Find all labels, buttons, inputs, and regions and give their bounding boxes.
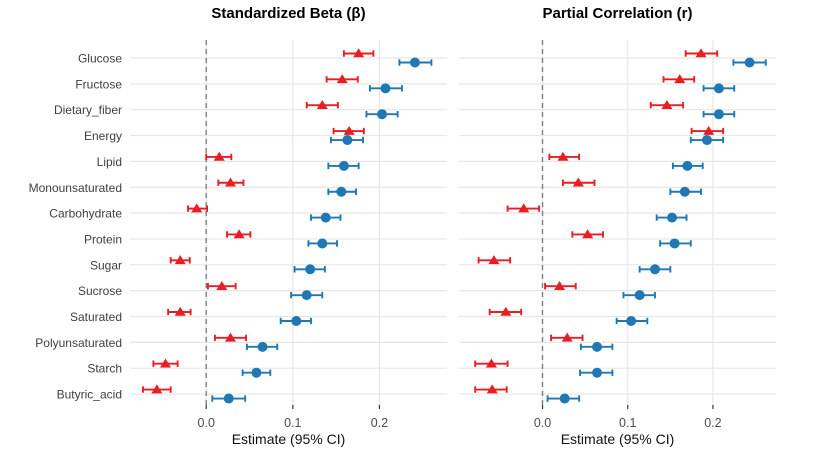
point-marker-triangle (224, 332, 236, 342)
point-marker-circle (380, 83, 391, 94)
category-label: Dietary_fiber (54, 103, 122, 117)
point-marker-triangle (151, 384, 163, 394)
point-marker-triangle (561, 332, 573, 342)
point-marker-circle (305, 264, 316, 275)
x-tick-label: 0.1 (284, 416, 301, 430)
point-marker-circle (342, 135, 353, 146)
point-marker-circle (257, 341, 268, 352)
x-tick-label: 0.0 (198, 416, 215, 430)
point-marker-circle (301, 290, 312, 301)
category-label: Starch (87, 362, 122, 376)
point-marker-triangle (518, 203, 530, 213)
point-marker-triangle (216, 280, 228, 290)
point-marker-circle (409, 57, 420, 68)
category-label: Sugar (90, 258, 122, 272)
point-marker-triangle (213, 151, 225, 161)
point-marker-circle (626, 316, 637, 326)
category-label: Glucose (78, 52, 122, 66)
point-marker-triangle (336, 74, 348, 84)
category-label: Monounsaturated (29, 181, 122, 195)
x-tick-label: 0.1 (619, 416, 636, 430)
point-marker-triangle (557, 151, 569, 161)
point-marker-triangle (174, 306, 186, 316)
category-label: Butyric_acid (57, 388, 122, 402)
point-marker-circle (744, 57, 755, 68)
panel-title-standardized-beta: Standardized Beta (β) (211, 5, 366, 22)
point-marker-triangle (582, 229, 594, 239)
point-marker-circle (223, 393, 234, 404)
x-axis-title-right: Estimate (95% CI) (560, 431, 675, 447)
category-label: Saturated (70, 310, 122, 324)
point-marker-triangle (674, 74, 686, 84)
point-marker-triangle (661, 100, 673, 109)
panel-title-partial-correlation: Partial Correlation (r) (542, 5, 693, 22)
point-marker-circle (592, 341, 603, 352)
x-axis-title-left: Estimate (95% CI) (231, 431, 346, 447)
point-marker-circle (634, 290, 645, 301)
point-marker-triangle (695, 48, 707, 58)
point-marker-circle (291, 316, 302, 326)
point-marker-circle (251, 367, 262, 378)
point-marker-triangle (353, 48, 365, 58)
point-marker-circle (377, 109, 388, 120)
point-marker-triangle (224, 177, 236, 187)
point-marker-triangle (485, 358, 497, 368)
point-marker-triangle (343, 125, 355, 135)
category-label: Lipid (97, 155, 122, 169)
x-tick-label: 0.0 (534, 416, 551, 430)
category-label: Fructose (75, 77, 122, 91)
point-marker-circle (317, 238, 328, 249)
point-marker-triangle (174, 255, 186, 265)
point-marker-circle (713, 109, 724, 120)
point-marker-triangle (554, 280, 566, 290)
point-marker-triangle (500, 306, 512, 316)
category-label: Polyunsaturated (35, 336, 122, 350)
category-label: Carbohydrate (49, 207, 122, 221)
x-tick-label: 0.2 (371, 416, 388, 430)
point-marker-circle (679, 186, 690, 197)
point-marker-circle (338, 160, 349, 171)
category-label: Energy (84, 129, 122, 143)
point-marker-circle (701, 135, 712, 146)
point-marker-triangle (233, 229, 245, 239)
point-marker-triangle (486, 384, 498, 394)
category-label: Sucrose (78, 284, 122, 298)
point-marker-circle (667, 212, 678, 223)
point-marker-circle (559, 393, 570, 404)
point-marker-triangle (703, 125, 715, 135)
point-marker-circle (713, 83, 724, 94)
point-marker-circle (682, 160, 693, 171)
point-marker-triangle (572, 177, 584, 187)
point-marker-triangle (191, 203, 203, 213)
point-marker-circle (320, 212, 331, 223)
point-marker-circle (336, 186, 347, 197)
category-label: Protein (84, 232, 122, 246)
point-marker-circle (669, 238, 680, 249)
point-marker-circle (592, 367, 603, 378)
point-marker-triangle (488, 255, 500, 265)
x-tick-label: 0.2 (704, 416, 721, 430)
point-marker-triangle (316, 100, 328, 109)
point-marker-circle (649, 264, 660, 275)
point-marker-triangle (160, 358, 172, 368)
